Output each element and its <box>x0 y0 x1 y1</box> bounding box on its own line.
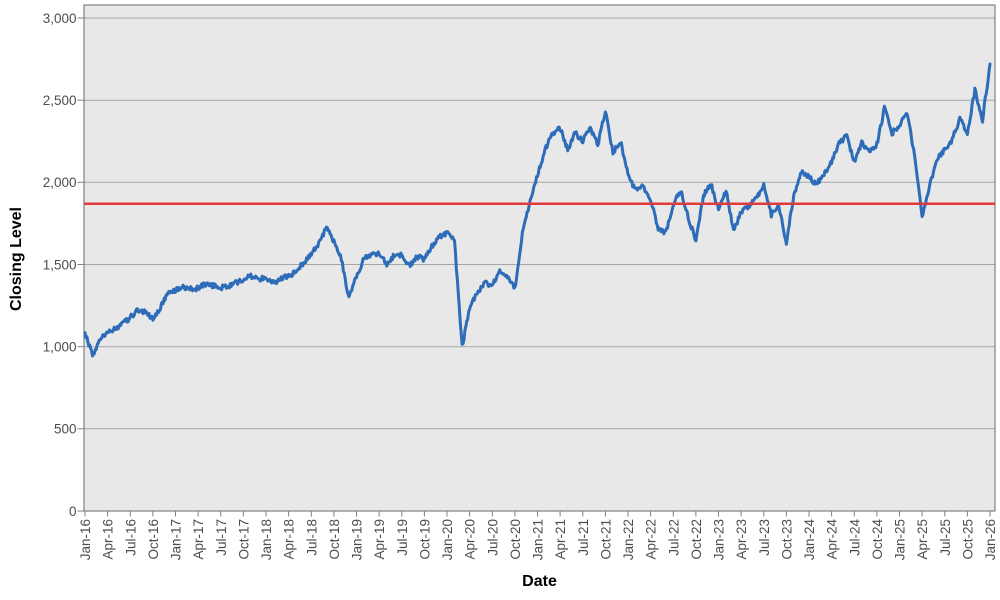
y-tick-label: 2,000 <box>43 175 77 190</box>
x-tick-label: Apr-21 <box>553 519 568 560</box>
x-tick-label: Jan-17 <box>169 519 184 560</box>
x-tick-label: Oct-23 <box>779 519 794 560</box>
x-tick-label: Jan-19 <box>350 519 365 560</box>
x-tick-label: Jan-24 <box>802 519 817 561</box>
closing-level-series <box>83 62 992 358</box>
x-tick-label: Jan-18 <box>259 519 274 560</box>
x-tick-label: Jul-22 <box>666 519 681 556</box>
x-tick-label: Jul-20 <box>485 519 500 556</box>
x-tick-label: Oct-18 <box>327 519 342 560</box>
x-tick-label: Oct-25 <box>960 519 975 560</box>
y-axis-ticks <box>77 17 84 512</box>
x-tick-label: Oct-22 <box>689 519 704 560</box>
x-tick-label: Jul-17 <box>214 519 229 556</box>
plot-border <box>83 4 996 512</box>
x-tick-label: Apr-17 <box>191 519 206 560</box>
x-tick-label: Apr-16 <box>101 519 116 560</box>
x-axis-title: Date <box>522 573 557 590</box>
x-tick-label: Oct-21 <box>598 519 613 560</box>
x-tick-label: Jan-21 <box>531 519 546 560</box>
x-tick-label: Apr-24 <box>825 519 840 560</box>
y-tick-label: 3,000 <box>43 11 77 26</box>
y-tick-label: 2,500 <box>43 93 77 108</box>
x-tick-label: Jan-25 <box>893 519 908 560</box>
x-tick-label: Jan-20 <box>440 519 455 560</box>
x-tick-label: Apr-25 <box>915 519 930 560</box>
x-tick-label: Oct-24 <box>870 519 885 560</box>
x-tick-label: Apr-23 <box>734 519 749 560</box>
x-tick-label: Jul-23 <box>757 519 772 556</box>
y-tick-label: 0 <box>69 504 77 519</box>
y-axis-labels: 0 500 1,000 1,500 2,000 2,500 3,000 <box>43 11 77 519</box>
x-tick-label: Oct-17 <box>236 519 251 560</box>
y-axis-title: Closing Level <box>8 206 25 312</box>
x-tick-label: Jul-19 <box>395 519 410 556</box>
x-tick-label: Jul-24 <box>847 519 862 556</box>
x-tick-label: Jan-22 <box>621 519 636 560</box>
x-tick-label: Apr-19 <box>372 519 387 560</box>
x-tick-label: Jan-16 <box>78 519 93 560</box>
x-tick-label: Jul-18 <box>304 519 319 556</box>
y-tick-label: 1,500 <box>43 257 77 272</box>
x-tick-label: Jul-16 <box>123 519 138 556</box>
x-tick-label: Oct-19 <box>417 519 432 560</box>
x-tick-label: Jan-26 <box>983 519 998 560</box>
x-tick-label: Jul-25 <box>938 519 953 556</box>
x-axis-ticks <box>84 511 991 517</box>
x-tick-label: Apr-18 <box>282 519 297 560</box>
x-tick-label: Apr-20 <box>463 519 478 560</box>
x-tick-label: Oct-20 <box>508 519 523 560</box>
x-tick-label: Oct-16 <box>146 519 161 560</box>
y-tick-label: 500 <box>54 422 77 437</box>
y-tick-label: 1,000 <box>43 340 77 355</box>
x-tick-label: Apr-22 <box>644 519 659 560</box>
x-tick-label: Jul-21 <box>576 519 591 556</box>
gridlines <box>84 17 995 430</box>
plot-background <box>84 5 995 511</box>
x-axis-labels: Jan-16 Apr-16 Jul-16 Oct-16 Jan-17 Apr-17 Jul-… <box>78 519 998 561</box>
x-tick-label: Jan-23 <box>712 519 727 560</box>
